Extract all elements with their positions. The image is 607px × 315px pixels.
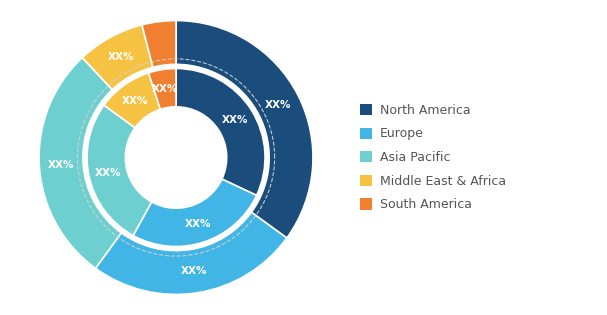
Wedge shape xyxy=(133,179,257,247)
Wedge shape xyxy=(95,212,287,295)
Text: XX%: XX% xyxy=(48,160,75,170)
Text: XX%: XX% xyxy=(265,100,292,110)
Wedge shape xyxy=(142,20,176,67)
Text: XX%: XX% xyxy=(152,83,178,94)
Wedge shape xyxy=(39,58,121,268)
Wedge shape xyxy=(176,68,265,195)
Text: XX%: XX% xyxy=(95,168,121,178)
Text: XX%: XX% xyxy=(185,219,211,229)
Wedge shape xyxy=(83,25,153,89)
Wedge shape xyxy=(149,68,176,109)
Wedge shape xyxy=(176,20,313,238)
Text: XX%: XX% xyxy=(181,266,207,276)
Text: XX%: XX% xyxy=(222,115,248,125)
Text: XX%: XX% xyxy=(107,52,134,62)
Wedge shape xyxy=(87,105,152,236)
Text: XX%: XX% xyxy=(122,96,148,106)
Wedge shape xyxy=(104,73,160,128)
Legend: North America, Europe, Asia Pacific, Middle East & Africa, South America: North America, Europe, Asia Pacific, Mid… xyxy=(359,104,506,211)
